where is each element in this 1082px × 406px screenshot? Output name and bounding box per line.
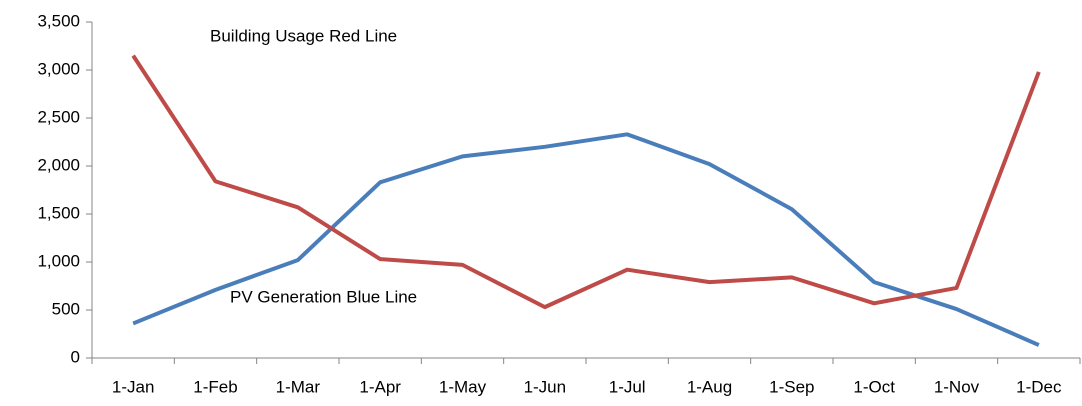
y-tick-label: 3,000 bbox=[37, 59, 80, 78]
data-line bbox=[132, 132, 1040, 347]
x-tick-label: 1-Jan bbox=[112, 377, 155, 396]
x-tick-label: 1-Jul bbox=[609, 377, 646, 396]
annotation: Building Usage Red Line bbox=[210, 26, 397, 45]
y-tick-label: 3,500 bbox=[37, 11, 80, 30]
y-tick-label: 1,500 bbox=[37, 203, 80, 222]
x-tick-label: 1-Apr bbox=[359, 377, 401, 396]
y-tick-label: 1,000 bbox=[37, 251, 80, 270]
x-tick-label: 1-Mar bbox=[276, 377, 321, 396]
x-tick-label: 1-Feb bbox=[193, 377, 237, 396]
y-tick-label: 0 bbox=[71, 347, 80, 366]
x-tick-label: 1-Nov bbox=[934, 377, 980, 396]
x-tick-label: 1-May bbox=[439, 377, 487, 396]
x-tick-label: 1-Aug bbox=[687, 377, 732, 396]
x-tick-label: 1-Oct bbox=[853, 377, 895, 396]
x-tick-label: 1-Sep bbox=[769, 377, 814, 396]
x-tick-label: 1-Jun bbox=[524, 377, 567, 396]
annotation: PV Generation Blue Line bbox=[230, 287, 417, 306]
y-tick-label: 500 bbox=[52, 299, 80, 318]
y-tick-label: 2,500 bbox=[37, 107, 80, 126]
data-line bbox=[131, 54, 1041, 310]
x-tick-label: 1-Dec bbox=[1016, 377, 1062, 396]
y-tick-label: 2,000 bbox=[37, 155, 80, 174]
